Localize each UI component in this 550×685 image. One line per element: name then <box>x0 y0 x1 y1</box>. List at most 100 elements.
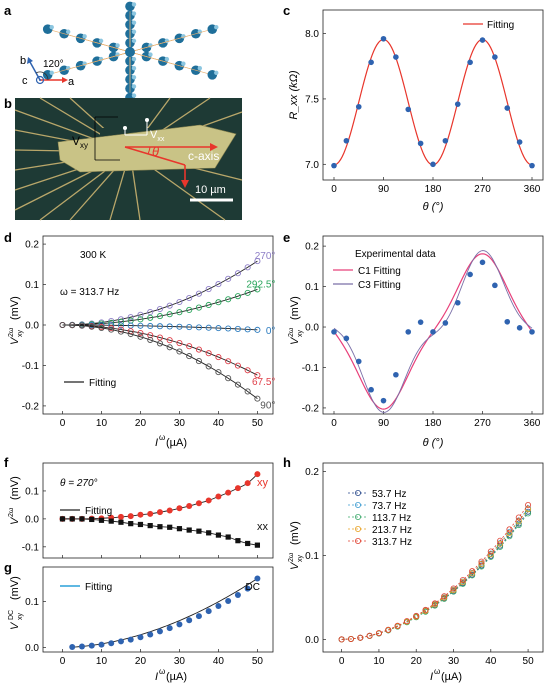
data-point <box>137 322 144 329</box>
data-point <box>205 363 212 370</box>
data-point <box>176 340 183 347</box>
y-axis-label-unit: (mV) <box>9 476 21 500</box>
data-point <box>254 575 261 582</box>
data-point <box>117 326 125 333</box>
vxy-label: Vxy <box>72 134 88 150</box>
data-point <box>478 558 485 565</box>
device-micrograph: Vxy Vxx θ c-axis 10 µm <box>14 97 243 221</box>
data-point-xy <box>234 485 241 492</box>
data-point <box>254 395 261 402</box>
data-point <box>195 290 202 297</box>
panel-letter-d: d <box>4 230 12 245</box>
annotation-temp: 300 K <box>80 250 106 261</box>
data-point <box>385 626 392 633</box>
data-point <box>225 275 232 282</box>
x-tick-label: 90 <box>378 184 390 195</box>
data-point-xx <box>59 516 66 522</box>
atom-small <box>148 52 153 57</box>
plot-frame <box>322 462 544 653</box>
data-point <box>469 572 476 579</box>
y-axis-label-unit: (mV) <box>9 296 21 320</box>
panel-letter-g: g <box>4 560 12 575</box>
data-point-xx <box>196 528 202 534</box>
data-point <box>380 397 387 404</box>
atom-small <box>131 11 137 16</box>
data-point-xx <box>186 527 192 533</box>
fit-line <box>62 260 258 326</box>
panel-letter-b: b <box>4 96 12 111</box>
data-point <box>450 585 457 592</box>
data-point <box>525 501 532 508</box>
data-point <box>205 301 212 309</box>
y-axis-label: R_xx (kΩ) <box>288 70 300 120</box>
legend-marker <box>354 526 361 533</box>
legend-marker <box>354 501 361 508</box>
chart-e: 0 90 180 270 360 -0.2 -0.1 0.0 0.1 0.2 Experimenta… <box>288 235 544 449</box>
data-point <box>529 162 535 169</box>
x-axis-label-sup: ω <box>434 667 440 676</box>
y-axis-label-sup: DC <box>8 610 15 620</box>
y-tick-label: -0.1 <box>22 542 40 553</box>
data-point <box>108 317 115 325</box>
data-point-xx <box>108 518 114 524</box>
y-axis-label-sup: 2ω <box>288 552 295 562</box>
x-tick-label: 0 <box>60 418 66 429</box>
fit-line <box>62 324 258 376</box>
data-point-xy <box>244 480 251 487</box>
data-point <box>166 323 173 330</box>
data-point <box>393 371 399 378</box>
legend-label: Fitting <box>85 582 112 593</box>
plot-frame <box>322 235 544 415</box>
atom-small <box>49 25 54 30</box>
x-axis-label: θ (°) <box>423 437 444 449</box>
data-point <box>516 325 523 331</box>
x-tick-label: 90 <box>378 418 390 429</box>
data-point <box>234 381 241 388</box>
data-point <box>156 340 163 347</box>
y-tick-label: 7.5 <box>305 94 319 105</box>
data-point <box>215 369 222 376</box>
x-axis-label-sup: ω <box>159 667 165 676</box>
x-tick-label: 0 <box>60 656 66 667</box>
data-point <box>254 286 261 293</box>
data-point <box>254 326 261 333</box>
y-tick-label: 7.0 <box>305 160 319 171</box>
y-axis-label-sub: xy <box>297 555 304 563</box>
data-point <box>88 323 95 330</box>
data-point-xx <box>215 532 222 538</box>
data-point-xy <box>127 513 134 520</box>
data-point <box>225 375 232 382</box>
data-point <box>108 326 115 333</box>
data-point <box>166 625 173 632</box>
data-point <box>166 302 173 309</box>
axis-a-label: a <box>68 76 75 88</box>
x-tick-label: 270 <box>474 184 491 195</box>
legend-marker <box>354 514 361 521</box>
data-point-xx <box>69 516 75 522</box>
x-axis-label-unit: (µA) <box>441 671 462 683</box>
atom-small <box>131 56 137 62</box>
atom-small <box>82 34 87 39</box>
y-axis-label-sub: xy <box>17 330 24 338</box>
legend-marker <box>354 489 361 496</box>
data-point <box>195 358 202 365</box>
y-axis-label-sup: 2ω <box>8 507 15 517</box>
data-point <box>156 323 163 330</box>
data-point <box>417 140 424 147</box>
y-tick-label: 0.1 <box>25 486 39 497</box>
y-axis-label-sup: 2ω <box>288 327 295 337</box>
data-point <box>393 54 399 60</box>
data-point <box>515 514 522 521</box>
chart-f: -0.1 0.0 0.1 xy xx θ = 270° Fitting V2ω (mV) <box>8 462 274 559</box>
data-point <box>59 321 66 329</box>
y-tick-label: 0.0 <box>25 643 39 654</box>
data-point <box>117 322 125 329</box>
data-point <box>225 325 232 332</box>
bond <box>47 28 131 53</box>
x-tick-label: 360 <box>524 418 541 429</box>
legend-label: 113.7 Hz <box>372 513 411 524</box>
series-line <box>341 504 529 640</box>
data-point <box>469 568 476 575</box>
data-point <box>234 592 241 599</box>
data-point <box>492 282 498 289</box>
